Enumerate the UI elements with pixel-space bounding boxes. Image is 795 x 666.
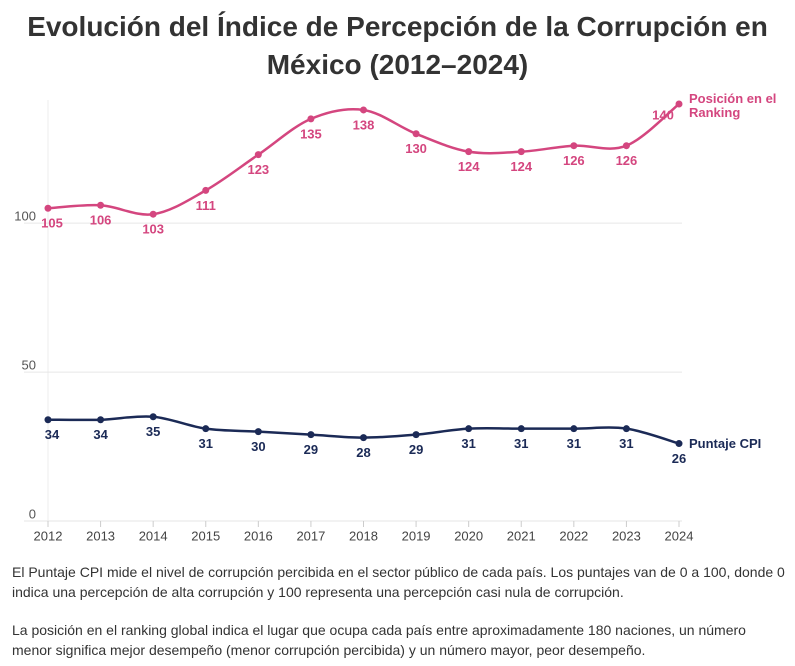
data-point — [97, 201, 105, 209]
y-tick-label: 0 — [29, 506, 36, 521]
x-tick-label: 2018 — [349, 528, 378, 543]
x-tick-label: 2015 — [191, 528, 220, 543]
data-label: 35 — [146, 424, 160, 439]
data-label: 28 — [356, 445, 370, 460]
data-label: 126 — [563, 153, 585, 168]
data-label: 30 — [251, 439, 265, 454]
data-label: 31 — [199, 436, 213, 451]
data-label: 140 — [652, 107, 674, 122]
chart-title: Evolución del Índice de Percepción de la… — [27, 11, 768, 80]
data-point — [44, 204, 52, 212]
data-point — [44, 416, 52, 424]
data-point — [307, 115, 315, 123]
data-point — [149, 210, 157, 218]
data-point — [675, 440, 683, 448]
data-label: 34 — [45, 427, 60, 442]
data-label: 111 — [196, 198, 216, 213]
notes: El Puntaje CPI mide el nivel de corrupci… — [12, 562, 787, 666]
data-label: 26 — [672, 451, 686, 466]
data-point — [202, 186, 210, 194]
data-label: 135 — [300, 126, 322, 141]
data-label: 34 — [93, 427, 108, 442]
data-label: 31 — [619, 436, 633, 451]
data-label: 138 — [353, 117, 375, 132]
note: La posición en el ranking global indica … — [12, 622, 746, 658]
data-point — [465, 425, 473, 433]
data-label: 105 — [41, 216, 63, 231]
x-tick-label: 2024 — [665, 528, 694, 543]
data-point — [517, 148, 525, 156]
note: El Puntaje CPI mide el nivel de corrupci… — [12, 564, 785, 600]
data-label: 123 — [247, 162, 269, 177]
data-point — [202, 425, 210, 433]
x-tick-label: 2016 — [244, 528, 273, 543]
data-label: 29 — [409, 442, 423, 457]
data-point — [360, 106, 367, 114]
x-tick-label: 2017 — [296, 528, 325, 543]
x-tick-label: 2012 — [34, 528, 63, 543]
data-label: 31 — [567, 436, 581, 451]
x-tick-label: 2013 — [86, 528, 115, 543]
data-label: 29 — [304, 442, 318, 457]
series-label: Posición en el Ranking — [689, 91, 777, 120]
data-point — [517, 425, 525, 433]
data-label: 130 — [405, 141, 427, 156]
y-tick-label: 50 — [22, 358, 36, 373]
data-label: 31 — [514, 436, 528, 451]
data-label: 124 — [458, 159, 480, 174]
x-tick-label: 2023 — [612, 528, 641, 543]
data-point — [254, 428, 262, 436]
data-point — [360, 434, 367, 442]
data-point — [254, 151, 262, 159]
series-label: Puntaje CPI — [689, 435, 762, 451]
data-label: 126 — [616, 153, 638, 168]
data-point — [97, 416, 105, 424]
data-label: 124 — [510, 159, 532, 174]
x-tick-label: 2021 — [507, 528, 536, 543]
data-label: 31 — [461, 436, 475, 451]
data-point — [465, 148, 473, 156]
data-point — [570, 142, 578, 150]
x-tick-label: 2019 — [402, 528, 431, 543]
data-point — [412, 431, 420, 439]
data-point — [570, 425, 578, 433]
y-tick-label: 100 — [14, 209, 36, 224]
data-label: 103 — [142, 222, 164, 237]
x-tick-label: 2014 — [139, 528, 168, 543]
data-point — [622, 425, 630, 433]
data-label: 106 — [90, 213, 112, 228]
x-tick-label: 2022 — [559, 528, 588, 543]
data-point — [307, 431, 315, 439]
data-point — [412, 130, 420, 138]
x-tick-label: 2020 — [454, 528, 483, 543]
data-point — [622, 142, 630, 150]
chart: 0 50 100 2012 2013 2014 2015 2016 2017 2018 2019 20… — [14, 100, 694, 543]
data-point — [675, 100, 683, 108]
data-point — [149, 413, 157, 421]
